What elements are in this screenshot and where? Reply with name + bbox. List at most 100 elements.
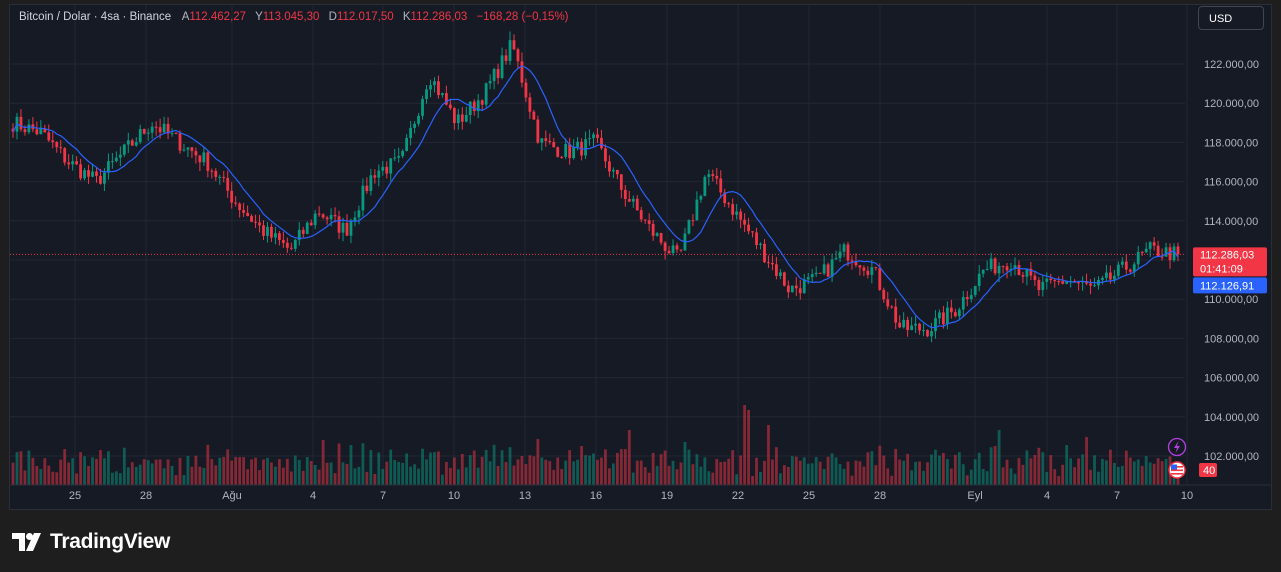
candle-body[interactable]	[528, 97, 532, 112]
currency-button[interactable]: USD	[1198, 6, 1264, 30]
candle-body[interactable]	[468, 101, 472, 115]
candle-body[interactable]	[19, 116, 23, 130]
candle-body[interactable]	[405, 137, 409, 151]
candle-body[interactable]	[333, 214, 337, 217]
candle-body[interactable]	[1112, 275, 1116, 280]
candle-body[interactable]	[83, 170, 86, 179]
candle-body[interactable]	[532, 111, 536, 120]
candle-body[interactable]	[890, 306, 894, 308]
candle-body[interactable]	[437, 81, 440, 96]
candle-body[interactable]	[75, 161, 79, 165]
candle-body[interactable]	[623, 189, 627, 200]
candle-body[interactable]	[480, 100, 484, 105]
candle-body[interactable]	[460, 114, 464, 122]
candle-body[interactable]	[1029, 268, 1033, 276]
candle-body[interactable]	[1053, 280, 1057, 282]
candle-body[interactable]	[655, 233, 659, 236]
candle-body[interactable]	[55, 142, 59, 148]
candle-body[interactable]	[134, 142, 138, 146]
candle-body[interactable]	[262, 225, 265, 236]
candle-body[interactable]	[242, 210, 246, 213]
candle-body[interactable]	[353, 217, 357, 222]
candle-body[interactable]	[409, 127, 413, 138]
candle-body[interactable]	[91, 171, 94, 177]
candle-body[interactable]	[174, 133, 178, 135]
candle-body[interactable]	[381, 166, 385, 171]
candle-body[interactable]	[361, 185, 365, 211]
candle-body[interactable]	[922, 330, 925, 332]
candle-body[interactable]	[182, 149, 186, 151]
candle-body[interactable]	[67, 162, 71, 165]
candle-body[interactable]	[731, 204, 735, 215]
candle-body[interactable]	[43, 128, 47, 133]
candle-body[interactable]	[246, 212, 249, 216]
candle-body[interactable]	[906, 319, 910, 330]
candle-body[interactable]	[759, 243, 762, 246]
candle-body[interactable]	[711, 174, 715, 176]
candle-body[interactable]	[1077, 282, 1080, 284]
candle-body[interactable]	[170, 133, 174, 135]
candle-body[interactable]	[206, 152, 210, 171]
candle-body[interactable]	[1160, 256, 1164, 258]
candle-body[interactable]	[775, 264, 778, 276]
candle-body[interactable]	[989, 258, 993, 269]
candle-body[interactable]	[671, 245, 675, 254]
candle-body[interactable]	[1172, 246, 1176, 261]
candle-body[interactable]	[934, 318, 937, 332]
candle-body[interactable]	[345, 222, 349, 236]
candle-body[interactable]	[500, 55, 504, 78]
candle-body[interactable]	[902, 319, 906, 328]
tradingview-branding[interactable]: TradingView	[12, 530, 170, 554]
candle-body[interactable]	[51, 140, 55, 143]
candle-body[interactable]	[393, 157, 397, 159]
candle-body[interactable]	[114, 157, 118, 162]
candle-body[interactable]	[850, 260, 854, 262]
candle-body[interactable]	[186, 147, 190, 150]
time-axis[interactable]: 25 28 Ağu 4 7 10 13 16 19 22 25 28 Eyl 4 7 10	[10, 484, 1272, 502]
candle-body[interactable]	[949, 307, 953, 313]
candle-body[interactable]	[146, 132, 150, 134]
candle-body[interactable]	[687, 220, 691, 234]
candle-body[interactable]	[707, 174, 711, 177]
candle-body[interactable]	[862, 267, 866, 271]
candle-body[interactable]	[210, 170, 214, 172]
candle-body[interactable]	[842, 244, 846, 252]
candle-body[interactable]	[150, 126, 154, 133]
candle-body[interactable]	[651, 223, 655, 236]
candle-body[interactable]	[568, 144, 572, 159]
candle-body[interactable]	[771, 262, 774, 265]
candle-body[interactable]	[142, 128, 146, 134]
candle-body[interactable]	[1101, 277, 1104, 281]
candle-body[interactable]	[739, 211, 743, 220]
candle-body[interactable]	[71, 161, 75, 165]
candle-body[interactable]	[846, 244, 850, 261]
candle-body[interactable]	[961, 297, 965, 310]
candle-body[interactable]	[810, 274, 814, 278]
candle-body[interactable]	[838, 251, 842, 259]
candle-body[interactable]	[1144, 248, 1148, 253]
candle-body[interactable]	[492, 69, 496, 82]
candle-body[interactable]	[1017, 265, 1021, 276]
candle-body[interactable]	[1148, 242, 1152, 249]
candle-body[interactable]	[604, 148, 607, 162]
candle-body[interactable]	[973, 285, 977, 296]
candle-body[interactable]	[369, 175, 373, 191]
candle-body[interactable]	[993, 258, 997, 274]
candle-body[interactable]	[1093, 285, 1096, 287]
candle-body[interactable]	[11, 128, 15, 132]
candle-body[interactable]	[918, 323, 921, 331]
candle-body[interactable]	[878, 268, 882, 290]
candle-body[interactable]	[870, 267, 874, 275]
candle-body[interactable]	[874, 267, 878, 269]
candle-body[interactable]	[1013, 265, 1017, 269]
candle-body[interactable]	[703, 176, 707, 196]
candle-body[interactable]	[1120, 261, 1124, 265]
candle-body[interactable]	[556, 147, 560, 157]
candle-body[interactable]	[198, 155, 202, 163]
candle-body[interactable]	[1001, 265, 1005, 267]
candle-body[interactable]	[715, 175, 719, 179]
candle-body[interactable]	[886, 299, 890, 307]
candle-body[interactable]	[926, 330, 929, 337]
candle-body[interactable]	[357, 210, 361, 218]
candle-body[interactable]	[1105, 272, 1108, 278]
